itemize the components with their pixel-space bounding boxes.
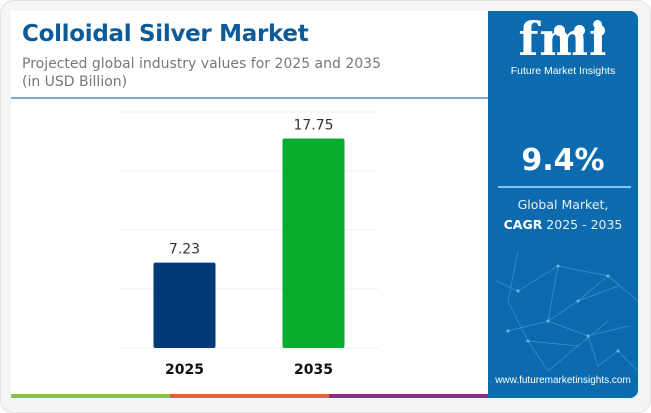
network-pattern-decoration <box>495 250 638 372</box>
stripe-orange <box>170 394 329 398</box>
fmi-logo[interactable]: fmi Future Market Insights <box>488 15 638 77</box>
globe-icon <box>594 25 605 36</box>
chart-panel: Colloidal Silver Market Projected global… <box>11 11 488 398</box>
subtitle-line-1: Projected global industry values for 202… <box>22 56 381 72</box>
bar-2035 <box>282 138 345 348</box>
x-tick-label-2025: 2025 <box>165 362 204 378</box>
data-label-2035: 17.75 <box>293 118 333 134</box>
data-label-2025: 7.23 <box>169 242 200 258</box>
logo-mark: fmi <box>518 12 608 66</box>
chart-subtitle: Projected global industry values for 202… <box>22 55 381 91</box>
globe-icon <box>574 25 585 36</box>
website-link[interactable]: www.futuremarketinsights.com <box>495 375 631 386</box>
bar-2025 <box>153 262 216 348</box>
stripe-purple <box>329 394 488 398</box>
sidebar: fmi Future Market Insights 9.4% Global M… <box>488 11 638 398</box>
subtitle-line-2: (in USD Billion) <box>22 74 128 90</box>
globe-icon <box>554 25 565 36</box>
globe-icons <box>554 21 614 40</box>
cagr-value: 9.4% <box>521 143 605 178</box>
page-title: Colloidal Silver Market <box>22 21 309 47</box>
cagr-label-line1: Global Market, <box>517 197 609 212</box>
x-tick-label-2035: 2035 <box>294 362 333 378</box>
bar-chart: 7.23 2025 17.75 2035 <box>120 111 378 378</box>
logo-text: Future Market Insights <box>510 65 616 77</box>
cagr-divider <box>498 186 631 188</box>
cagr-label-years: 2025 - 2035 <box>542 217 623 232</box>
cagr-label-bold: CAGR <box>503 217 543 232</box>
stripe-green <box>11 394 170 398</box>
cagr-label: Global Market, CAGR 2025 - 2035 <box>488 195 638 235</box>
header-divider <box>11 97 488 99</box>
